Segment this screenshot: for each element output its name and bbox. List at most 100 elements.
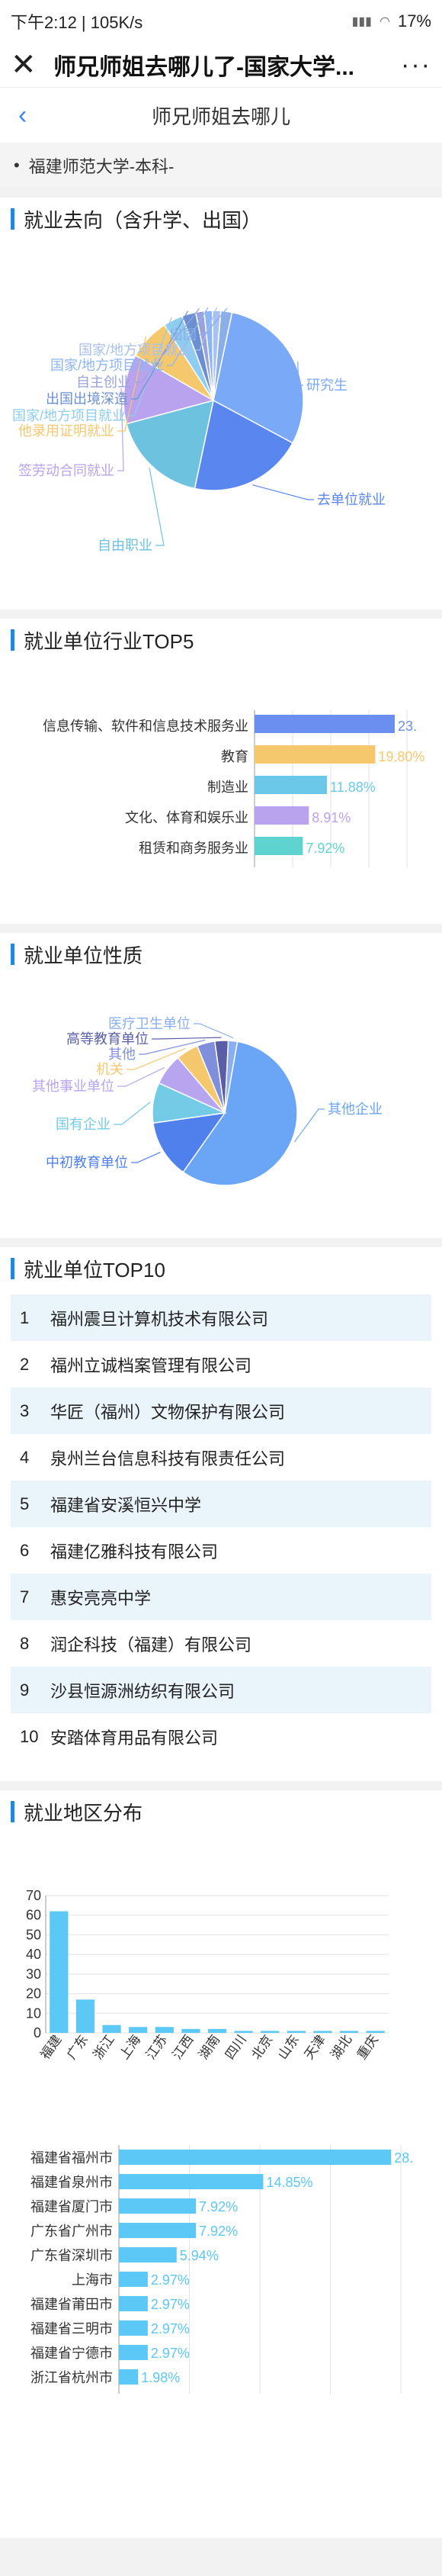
city-value-2: 7.92%	[199, 2199, 238, 2214]
destination-label-2: 自由职业	[98, 538, 152, 553]
province-bar-8[interactable]	[261, 2031, 280, 2033]
province-ytick: 50	[26, 1927, 41, 1942]
province-bar-12[interactable]	[366, 2031, 385, 2033]
city-bar-5[interactable]	[119, 2272, 148, 2287]
province-category-4: 江苏	[143, 2032, 170, 2062]
province-bar-3[interactable]	[129, 2027, 148, 2033]
destination-slice-10[interactable]	[213, 310, 233, 401]
nature-label-1: 中初教育单位	[46, 1155, 128, 1170]
industry-bar-0[interactable]	[255, 715, 395, 733]
top10-rank: 9	[20, 1680, 30, 1700]
industry-bar-chart: 信息传输、软件和信息技术服务业 23. 教育 19.80% 制造业 11.88% 文化、体育…	[43, 710, 424, 867]
destination-slice-0[interactable]	[213, 311, 304, 444]
destination-slice-1[interactable]	[194, 399, 294, 491]
province-bar-4[interactable]	[155, 2027, 174, 2033]
top10-row[interactable]: 4 泉州兰台信息科技有限责任公司	[11, 1434, 431, 1481]
province-category-12: 重庆	[354, 2032, 381, 2062]
top10-row[interactable]: 7 惠安亮亮中学	[11, 1574, 431, 1620]
city-value-3: 7.92%	[199, 2224, 238, 2239]
province-bar-10[interactable]	[313, 2031, 332, 2033]
top10-rank: 5	[20, 1494, 30, 1513]
industry-bar-3[interactable]	[255, 806, 309, 825]
nature-label-7: 医疗卫生单位	[108, 1016, 191, 1031]
province-bar-9[interactable]	[287, 2031, 306, 2033]
nature-label-5: 其他	[108, 1047, 136, 1062]
province-bar-0[interactable]	[50, 1911, 69, 2033]
school-label: • 福建师范大学-本科-	[0, 143, 442, 188]
destination-slice-3[interactable]	[123, 354, 215, 425]
title-accent	[11, 208, 14, 230]
city-bar-3[interactable]	[119, 2223, 197, 2238]
top10-rank: 10	[20, 1726, 39, 1746]
top10-row[interactable]: 5 福建省安溪恒兴中学	[11, 1481, 431, 1527]
city-bar-9[interactable]	[119, 2369, 139, 2385]
destination-leader-0	[297, 361, 303, 386]
industry-bar-2[interactable]	[255, 776, 328, 794]
province-bar-7[interactable]	[234, 2031, 253, 2033]
city-bar-7[interactable]	[119, 2320, 148, 2336]
city-bar-8[interactable]	[119, 2345, 148, 2360]
city-category-7: 福建省三明市	[30, 2321, 113, 2336]
province-bar-2[interactable]	[102, 2024, 121, 2033]
destination-label-8: 国家/地方项目就业	[50, 358, 164, 373]
nature-title-text: 就业单位性质	[24, 944, 143, 967]
signal-icon: ▮▮▮	[351, 15, 372, 28]
nature-slice-7[interactable]	[224, 1040, 239, 1114]
province-category-10: 天津	[302, 2032, 328, 2062]
city-bar-2[interactable]	[119, 2198, 197, 2214]
nav-title: 师兄师姐去哪儿	[151, 105, 290, 128]
province-bar-1[interactable]	[75, 1999, 95, 2033]
page-title: 师兄师姐去哪儿了-国家大学...	[53, 55, 354, 80]
top10-row[interactable]: 9 沙县恒源洲纺织有限公司	[11, 1667, 431, 1713]
city-value-6: 2.97%	[151, 2297, 190, 2312]
nav-bar: ‹ 师兄师姐去哪儿	[0, 87, 442, 143]
destination-leader-9	[195, 307, 218, 351]
destination-slice-2[interactable]	[126, 399, 214, 490]
province-ytick: 60	[26, 1908, 41, 1923]
title-accent	[11, 629, 14, 651]
close-icon[interactable]: ✕	[11, 48, 37, 82]
top10-company-name: 泉州兰台信息科技有限责任公司	[50, 1449, 286, 1468]
destination-leader-5	[129, 317, 172, 416]
destination-label-10: 出国	[169, 327, 197, 343]
province-bar-5[interactable]	[181, 2028, 200, 2033]
top10-company-name: 华匠（福州）文物保护有限公司	[50, 1402, 286, 1422]
province-bar-6[interactable]	[207, 2028, 227, 2033]
city-bar-0[interactable]	[119, 2150, 392, 2165]
top10-rank: 6	[20, 1540, 30, 1560]
more-menu-button[interactable]: ···	[401, 50, 431, 79]
top10-row[interactable]: 2 福州立诚档案管理有限公司	[11, 1341, 431, 1388]
title-accent	[11, 1801, 14, 1822]
destination-pie-chart: 研究生去单位就业自由职业签劳动合同就业他录用证明就业国家/地方项目就业出国出境深…	[12, 307, 386, 553]
top10-row[interactable]: 3 华匠（福州）文物保护有限公司	[11, 1388, 431, 1434]
nature-leader-1	[131, 1152, 161, 1163]
province-category-1: 广东	[64, 2032, 91, 2062]
province-category-9: 山东	[275, 2032, 302, 2062]
city-bar-1[interactable]	[119, 2174, 264, 2189]
city-value-0: 28.	[394, 2150, 413, 2166]
nature-slice-0[interactable]	[182, 1040, 298, 1186]
top10-row[interactable]: 8 润企科技（福建）有限公司	[11, 1620, 431, 1667]
province-ytick: 10	[26, 2005, 41, 2021]
nature-leader-2	[114, 1101, 151, 1125]
city-category-6: 福建省莆田市	[30, 2297, 113, 2312]
industry-bar-4[interactable]	[255, 837, 303, 855]
back-chevron-icon[interactable]: ‹	[18, 100, 27, 130]
industry-value-0: 23.	[398, 719, 417, 734]
top10-section: 就业单位TOP10 1 福州震旦计算机技术有限公司 2 福州立诚档案管理有限公司 3 华匠…	[0, 1247, 442, 1781]
top10-row[interactable]: 1 福州震旦计算机技术有限公司	[11, 1294, 431, 1341]
nature-slice-1[interactable]	[152, 1112, 226, 1173]
top10-row[interactable]: 6 福建亿雅科技有限公司	[11, 1527, 431, 1574]
top10-row[interactable]: 10 安踏体育用品有限公司	[11, 1713, 431, 1760]
province-bar-11[interactable]	[339, 2031, 359, 2033]
destination-label-7: 自主创业	[76, 375, 131, 390]
city-category-8: 福建省宁德市	[30, 2346, 113, 2361]
industry-bar-1[interactable]	[255, 745, 376, 764]
city-bar-4[interactable]	[119, 2247, 177, 2262]
province-category-5: 江西	[170, 2032, 197, 2062]
destination-leader-10	[200, 307, 228, 336]
city-bar-6[interactable]	[119, 2296, 148, 2311]
destination-section: 就业去向（含升学、出国） 研究生 去单位就业 自由职业 签劳动合同就业 他录用证明就业国…	[0, 198, 442, 609]
industry-category-0: 信息传输、软件和信息技术服务业	[43, 719, 248, 734]
